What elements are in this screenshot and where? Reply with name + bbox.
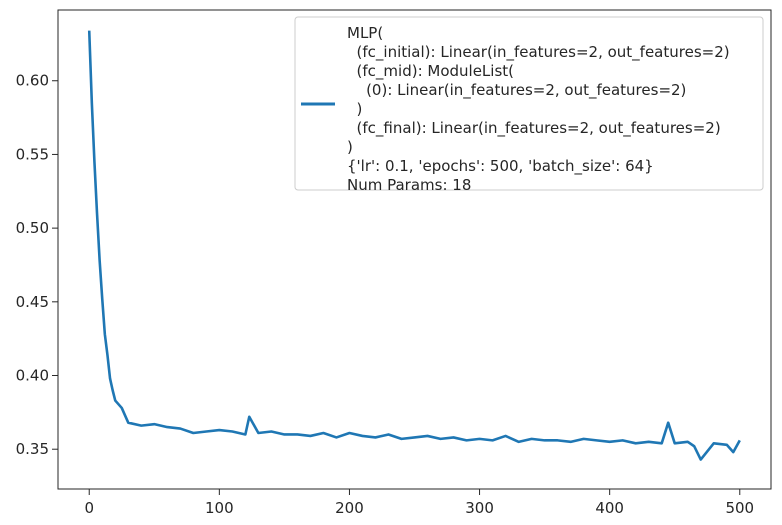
x-tick-label: 400 — [595, 499, 624, 517]
x-axis: 0 100 200 300 400 500 — [84, 489, 754, 517]
x-tick-label: 0 — [84, 499, 94, 517]
y-tick-label: 0.35 — [16, 440, 49, 458]
legend-box — [294, 16, 764, 191]
y-axis: 0.35 0.40 0.45 0.50 0.55 0.60 — [16, 72, 58, 458]
legend-label-line: ) — [347, 100, 362, 118]
series-group — [87, 30, 741, 461]
x-tick-label: 500 — [725, 499, 754, 517]
x-tick-label: 200 — [335, 499, 364, 517]
legend-label-line: (fc_initial): Linear(in_features=2, out_… — [347, 43, 730, 62]
legend-label-line: {'lr': 0.1, 'epochs': 500, 'batch_size':… — [347, 157, 654, 176]
y-tick-label: 0.45 — [16, 293, 49, 311]
x-tick-label: 300 — [465, 499, 494, 517]
legend-label-line: Num Params: 18 — [347, 176, 471, 194]
legend-label-line: ) — [347, 138, 353, 156]
legend-label-line: (0): Linear(in_features=2, out_features=… — [347, 81, 686, 100]
y-tick-label: 0.40 — [16, 367, 49, 385]
x-tick-label: 100 — [205, 499, 234, 517]
legend-label-line: (fc_final): Linear(in_features=2, out_fe… — [347, 119, 721, 138]
legend: MLP( (fc_initial): Linear(in_features=2,… — [294, 16, 764, 194]
legend-label: MLP( (fc_initial): Linear(in_features=2,… — [347, 24, 730, 194]
y-tick-label: 0.55 — [16, 145, 49, 163]
series-line — [87, 30, 741, 461]
y-tick-label: 0.60 — [16, 72, 49, 90]
legend-label-line: MLP( — [347, 24, 383, 42]
y-tick-label: 0.50 — [16, 219, 49, 237]
legend-label-line: (fc_mid): ModuleList( — [347, 62, 514, 81]
